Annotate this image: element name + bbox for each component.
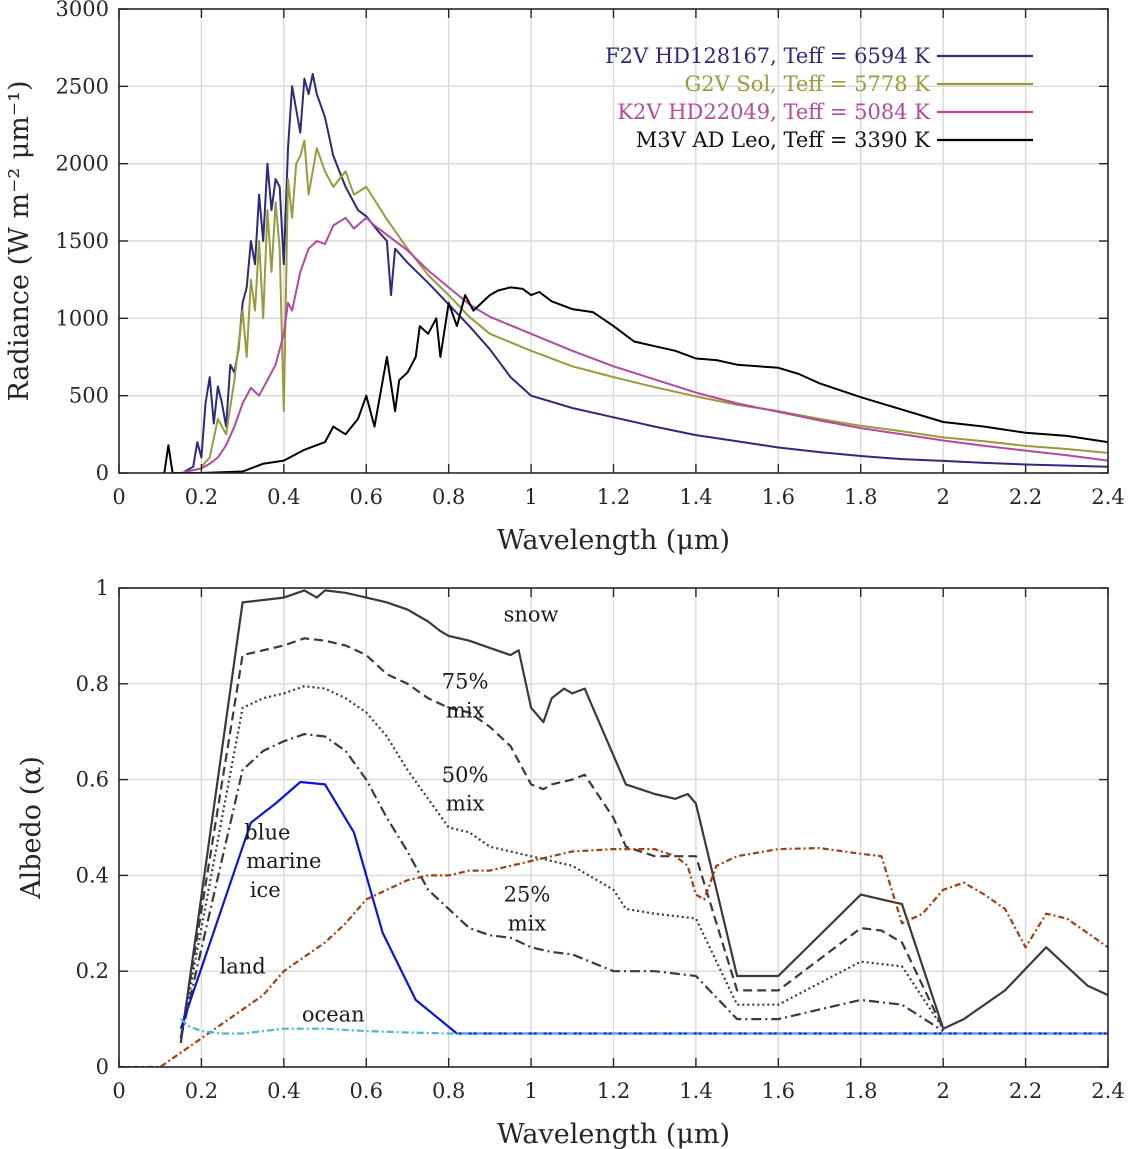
annotation-label: blue: [244, 820, 290, 844]
series-line-1-3: [180, 216, 1108, 473]
x-tick-label: 1.8: [844, 1079, 877, 1103]
series-line-2-1: [179, 589, 1108, 1044]
x-tick-label: 2: [936, 1079, 949, 1103]
legend-entry: M3V AD Leo, Teff = 3390 K: [636, 128, 931, 152]
y-axis-label: Radiance (W m⁻² μm⁻¹): [4, 80, 35, 401]
grid: [119, 9, 1108, 473]
x-tick-label: 2.2: [1009, 485, 1042, 509]
x-tick-label: 1: [524, 1079, 537, 1103]
series-group: [163, 73, 1108, 473]
annotation-label: land: [220, 955, 266, 979]
y-tick-label: 1: [96, 576, 109, 600]
annotation-label: 25%: [504, 883, 551, 907]
annotation-label: mix: [508, 911, 547, 935]
legend: F2V HD128167, Teff = 6594 K G2V Sol, Teff…: [605, 44, 1033, 152]
series-line-2-6: [119, 846, 1108, 1067]
series-line-2-5: [179, 780, 1108, 1035]
y-tick-label: 0.6: [76, 768, 109, 792]
chart-panel-2: 0 0.2 0.4 0.6 0.8 1 1.2 1.4 1.6 1.8 2 2.2 2.4 0 0.2 0.4…: [16, 576, 1125, 1149]
x-tick-label: 1: [524, 485, 537, 509]
x-tick-label: 0.2: [185, 1079, 218, 1103]
x-tick-label: 0.6: [350, 1079, 383, 1103]
annotation-label: 50%: [442, 763, 489, 787]
y-tick-label: 2000: [56, 152, 109, 176]
annotation-label: mix: [446, 698, 485, 722]
x-tick-label: 1.4: [679, 485, 712, 509]
series-line-1-4: [163, 286, 1108, 473]
x-tick-label: 0.4: [267, 485, 300, 509]
y-tick-label: 0.8: [76, 672, 109, 696]
legend-entry: G2V Sol, Teff = 5778 K: [684, 72, 930, 96]
y-tick-label: 3000: [56, 0, 109, 21]
y-tick-label: 2500: [56, 74, 109, 98]
x-tick-label: 2.4: [1091, 1079, 1124, 1103]
y-tick-label: 0: [96, 461, 109, 485]
x-tick-label: 2.2: [1009, 1079, 1042, 1103]
legend-entry: F2V HD128167, Teff = 6594 K: [605, 44, 930, 68]
series-line-2-4: [179, 732, 944, 1039]
x-axis-label: Wavelength (μm): [497, 525, 730, 556]
x-tick-label: 0.2: [185, 485, 218, 509]
y-axis-label: Albedo (α): [16, 756, 47, 900]
annotation-label: snow: [504, 603, 559, 627]
legend-entry: K2V HD22049, Teff = 5084 K: [617, 100, 930, 124]
x-tick-label: 0.4: [267, 1079, 300, 1103]
x-tick-label: 1.6: [762, 485, 795, 509]
chart-panel-1: 0 0.2 0.4 0.6 0.8 1 1.2 1.4 1.6 1.8 2 2.2 2.4 0 500 100…: [4, 0, 1125, 556]
ticks: [118, 8, 1109, 474]
x-tick-label: 0: [112, 1079, 125, 1103]
series-line-1-1: [184, 73, 1108, 473]
series-line-2-7: [180, 1018, 1108, 1035]
x-tick-label: 0: [112, 485, 125, 509]
y-tick-label: 0: [96, 1055, 109, 1079]
x-tick-label: 1.4: [679, 1079, 712, 1103]
y-tick-label: 1000: [56, 306, 109, 330]
x-tick-label: 0.6: [350, 485, 383, 509]
x-tick-label: 1.8: [844, 485, 877, 509]
annotation-label: mix: [446, 792, 485, 816]
annotation-label: ocean: [302, 1002, 365, 1026]
x-tick-label: 1.6: [762, 1079, 795, 1103]
annotations: snow 75% mix 50% mix blue marine ice 25% mix land o…: [220, 603, 559, 1027]
y-tick-label: 0.4: [76, 863, 109, 887]
y-tick-label: 500: [69, 384, 109, 408]
x-tick-label: 2: [936, 485, 949, 509]
x-tick-label: 0.8: [432, 485, 465, 509]
series-group: [119, 589, 1108, 1067]
x-tick-label: 2.4: [1091, 485, 1124, 509]
series-line-2-2: [179, 637, 945, 1039]
annotation-label: ice: [250, 878, 281, 902]
x-tick-label: 1.2: [597, 1079, 630, 1103]
series-line-1-2: [200, 139, 1108, 468]
x-tick-label: 0.8: [432, 1079, 465, 1103]
y-tick-label: 1500: [56, 229, 109, 253]
annotation-label: marine: [246, 849, 321, 873]
x-axis-label: Wavelength (μm): [497, 1119, 730, 1149]
ticks: [118, 587, 1109, 1068]
x-tick-label: 1.2: [597, 485, 630, 509]
y-tick-label: 0.2: [76, 959, 109, 983]
annotation-label: 75%: [442, 670, 489, 694]
